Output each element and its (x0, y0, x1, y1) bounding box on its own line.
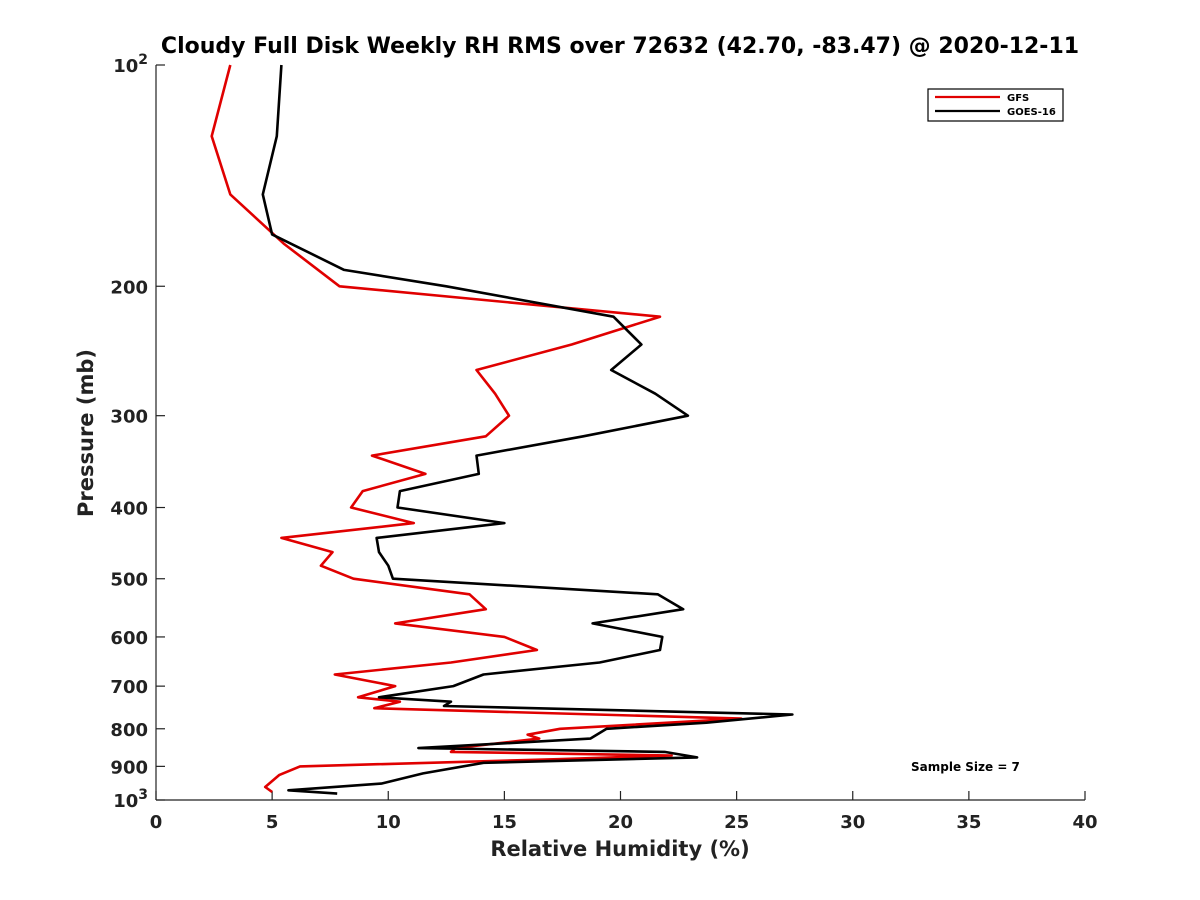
x-tick-label: 15 (492, 812, 517, 833)
x-tick-label: 5 (266, 812, 279, 833)
x-tick-label: 10 (376, 812, 401, 833)
x-tick-label: 35 (956, 812, 981, 833)
x-tick-label: 30 (840, 812, 865, 833)
y-tick-label: 700 (110, 677, 148, 698)
y-tick-label: 800 (110, 720, 148, 741)
x-ticks: 0 5 10 15 20 25 30 35 40 (150, 791, 1098, 833)
y-tick-label-exponent: 2 (138, 52, 148, 68)
y-tick-label: 103 (113, 787, 148, 812)
legend-label-gfs: GFS (1007, 93, 1029, 104)
y-tick-label: 102 (113, 52, 148, 77)
x-tick-label: 20 (608, 812, 633, 833)
sample-size-annotation: Sample Size = 7 (911, 760, 1020, 774)
chart-title: Cloudy Full Disk Weekly RH RMS over 7263… (161, 34, 1079, 59)
legend: GFS GOES-16 (927, 88, 1064, 122)
y-tick-label: 900 (110, 757, 148, 778)
series-lines (210, 64, 794, 795)
y-tick-label-base: 10 (113, 791, 138, 812)
y-tick-label-exponent: 3 (138, 787, 148, 803)
y-tick-label: 400 (110, 499, 148, 520)
x-tick-label: 40 (1072, 812, 1097, 833)
x-tick-label: 0 (150, 812, 163, 833)
y-tick-label: 300 (110, 407, 148, 428)
legend-label-goes16: GOES-16 (1007, 107, 1056, 118)
series-line-goes16 (261, 64, 794, 795)
y-tick-label: 600 (110, 628, 148, 649)
y-tick-label-base: 10 (113, 56, 138, 77)
y-tick-label: 500 (110, 570, 148, 591)
y-axis-label: Pressure (mb) (74, 349, 98, 517)
x-tick-label: 25 (724, 812, 749, 833)
y-tick-label: 200 (110, 277, 148, 298)
legend-box (927, 88, 1064, 122)
x-axis-label: Relative Humidity (%) (490, 837, 749, 861)
